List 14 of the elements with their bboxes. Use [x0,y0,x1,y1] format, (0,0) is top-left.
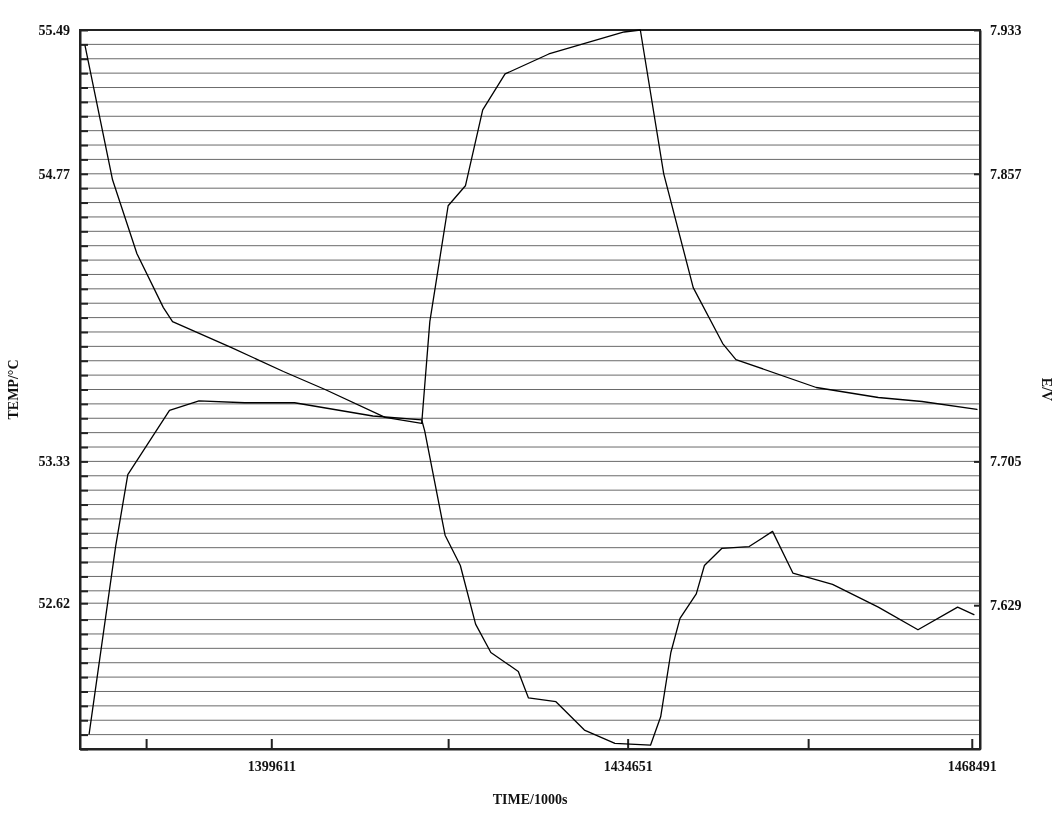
y2-tick-label: 7.705 [990,454,1022,470]
y2-axis-title: E/V [1039,377,1054,402]
y2-tick-label: 7.857 [990,166,1022,182]
y-tick-label: 52.62 [38,596,70,612]
y-tick-label: 53.33 [38,454,70,470]
y-tick-label: 54.77 [38,166,70,182]
x-tick-label: 1399611 [247,758,296,774]
x-tick-label: 1434651 [603,758,653,774]
y-axis-title: TEMP/°C [6,359,21,420]
x-axis-title: TIME/1000s [492,792,568,807]
y2-tick-label: 7.933 [990,22,1022,38]
x-tick-label: 1468491 [947,758,997,774]
y-tick-label: 55.49 [38,22,70,38]
y2-tick-label: 7.629 [990,598,1022,614]
